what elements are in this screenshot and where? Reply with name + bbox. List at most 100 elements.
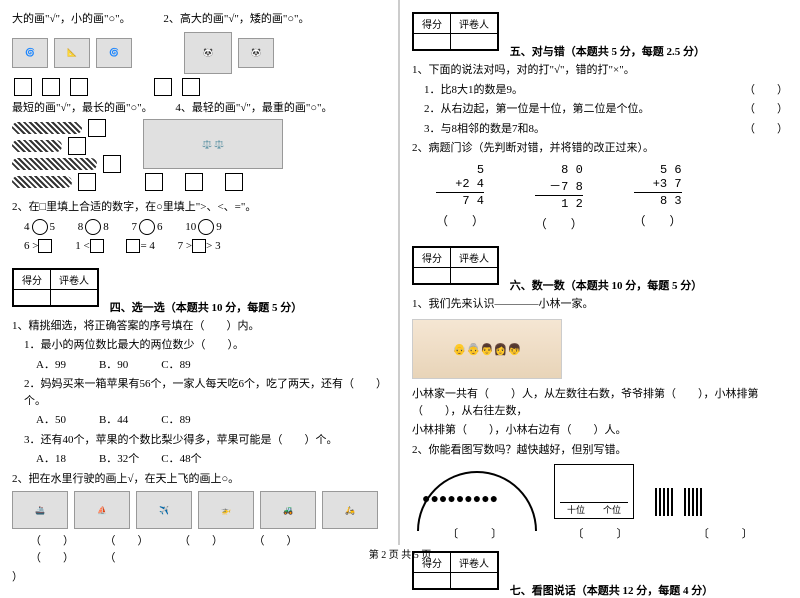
grader-label: 评卷人 xyxy=(51,269,98,289)
s6-q1-text1: 小林家一共有（ ）人，从左数往右数，爷爷排第（ ），小林排第（ ），从右往左数， xyxy=(412,386,788,419)
score-label: 得分 xyxy=(14,269,51,289)
left-column: 大的画"√"，小的画"○"。 2、高大的画"√"，矮的画"○"。 🌀 📐 🌀 🐼… xyxy=(0,0,400,545)
math-line: 5 xyxy=(436,163,484,177)
fill-box[interactable] xyxy=(126,239,140,253)
math-line: －7 8 xyxy=(535,177,583,196)
fill-blanks-label: 2、在□里填上合适的数字，在○里填上">、<、="。 xyxy=(12,199,388,216)
s4-q1-3: 3．还有40个，苹果的个数比梨少得多，苹果可能是（ ）个。 xyxy=(24,432,388,449)
answer-box[interactable] xyxy=(225,173,243,191)
answer-box[interactable] xyxy=(145,173,163,191)
compare-circle[interactable] xyxy=(139,219,155,235)
s4-q1-3-opts: A．18 B．32个 C．48个 xyxy=(36,451,388,468)
page-footer: 第 2 页 共 5 页 xyxy=(0,546,800,561)
top-small-icon: 🌀 xyxy=(96,38,132,68)
q2-text: 2、高大的画"√"，矮的画"○"。 xyxy=(163,13,309,25)
answer-box[interactable] xyxy=(88,119,106,137)
q1-instruction: 大的画"√"，小的画"○"。 2、高大的画"√"，矮的画"○"。 xyxy=(12,11,388,28)
s5-q1: 1、下面的说法对吗，对的打"√"，错的打"×"。 xyxy=(412,62,788,79)
math-line: +2 4 xyxy=(436,177,484,193)
s5-q2: 2、病题门诊（先判断对错，并将错的改正过来）。 xyxy=(412,140,788,157)
answer-box[interactable] xyxy=(14,78,32,96)
panda-short-icon: 🐼 xyxy=(238,38,274,68)
answer-boxes-1 xyxy=(12,78,388,96)
tally-marks xyxy=(654,488,703,519)
math-result: 7 4 xyxy=(436,194,484,208)
fill-box[interactable] xyxy=(192,239,206,253)
score-box-5: 得分评卷人 xyxy=(412,12,499,51)
answer-box[interactable] xyxy=(182,78,200,96)
top-large-icon: 🌀 xyxy=(12,38,48,68)
answer-box[interactable] xyxy=(68,137,86,155)
s6-q1: 1、我们先来认识————小林一家。 xyxy=(412,296,788,313)
math-result: 8 3 xyxy=(634,194,682,208)
section-5-title: 五、对与错（本题共 5 分，每题 2.5 分） xyxy=(510,46,705,58)
fan-icon: 📐 xyxy=(54,38,90,68)
num: 7 xyxy=(132,221,138,233)
num: 10 xyxy=(185,221,196,233)
helicopter-icon: 🚁 xyxy=(198,491,254,529)
score-label: 得分 xyxy=(414,247,451,267)
math-line: +3 7 xyxy=(634,177,682,193)
compare-circle[interactable] xyxy=(32,219,48,235)
s4-q2: 2、把在水里行驶的画上√，在天上飞的画上○。 xyxy=(12,471,388,488)
vehicles-row: 🚢 ⛵ ✈️ 🚁 🚜 🛵 xyxy=(12,491,388,529)
section-6-title: 六、数一数（本题共 10 分，每题 5 分） xyxy=(510,280,703,292)
q4-text: 4、最轻的画"√"，最重的画"○"。 xyxy=(175,102,332,114)
grader-label: 评卷人 xyxy=(451,14,498,34)
num: 4 xyxy=(24,221,30,233)
answer-box[interactable] xyxy=(78,173,96,191)
answer-box[interactable] xyxy=(154,78,172,96)
expr: = 4 xyxy=(140,240,154,252)
expr: 7 > xyxy=(178,240,192,252)
section-4-title: 四、选一选（本题共 10 分，每题 5 分） xyxy=(110,302,303,314)
grader-label: 评卷人 xyxy=(451,247,498,267)
tens-label: 十位 xyxy=(567,503,585,516)
family-photo-icon: 👴👵👨👩👦 xyxy=(412,319,562,379)
ropes-group xyxy=(12,119,123,191)
balance-scale-icon: ⚖️ ⚖️ xyxy=(143,119,283,169)
close-paren: ） xyxy=(12,569,388,586)
scales-group: ⚖️ ⚖️ xyxy=(143,119,283,191)
s5-q1-2: 2．从右边起，第一位是十位，第二位是个位。（ ） xyxy=(424,101,788,118)
fill-box[interactable] xyxy=(38,239,52,253)
fill-box[interactable] xyxy=(90,239,104,253)
roller-icon: 🚜 xyxy=(260,491,316,529)
score-label: 得分 xyxy=(414,14,451,34)
math-problems: 5 +2 4 7 4 （ ） 8 0 －7 8 1 2 （ ） 5 6 +3 7… xyxy=(412,163,788,232)
q3-q4-instruction: 最短的画"√"，最长的画"○"。 4、最轻的画"√"，最重的画"○"。 xyxy=(12,100,388,117)
math-line: 8 0 xyxy=(535,163,583,177)
compare-circle[interactable] xyxy=(85,219,101,235)
s4-q1-1-opts: A．99 B．90 C．89 xyxy=(36,357,388,374)
right-column: 得分评卷人 五、对与错（本题共 5 分，每题 2.5 分） 1、下面的说法对吗，… xyxy=(400,0,800,545)
counting-row: ●●●●●●●●● 十位 个位 xyxy=(412,464,788,519)
expr: 1 < xyxy=(75,240,89,252)
ropes-scales-row: ⚖️ ⚖️ xyxy=(12,119,388,191)
panda-tall-icon: 🐼 xyxy=(184,32,232,74)
s5-q1-1: 1．比8大1的数是9。（ ） xyxy=(424,82,788,99)
boat-icon: ⛵ xyxy=(74,491,130,529)
beads-icon: ●●●●●●●●● xyxy=(412,466,542,516)
compare-circle[interactable] xyxy=(198,219,214,235)
math-p3: 5 6 +3 7 8 3 （ ） xyxy=(634,163,682,229)
math-line: 5 6 xyxy=(634,163,682,177)
bike-icon: 🛵 xyxy=(322,491,378,529)
s6-q1-text2: 小林排第（ ），小林右边有（ ）人。 xyxy=(412,422,788,439)
s4-q1-1: 1．最小的两位数比最大的两位数少（ ）。 xyxy=(24,337,388,354)
ship-icon: 🚢 xyxy=(12,491,68,529)
answer-box[interactable] xyxy=(103,155,121,173)
q3-text: 最短的画"√"，最长的画"○"。 xyxy=(12,102,153,114)
row-tops-pandas: 🌀 📐 🌀 🐼 🐼 xyxy=(12,32,388,74)
math-p2: 8 0 －7 8 1 2 （ ） xyxy=(535,163,583,232)
answer-box[interactable] xyxy=(42,78,60,96)
compare-row1: 45 88 76 109 xyxy=(24,219,388,236)
plane-icon: ✈️ xyxy=(136,491,192,529)
math-p1: 5 +2 4 7 4 （ ） xyxy=(436,163,484,229)
expr: > 3 xyxy=(206,240,220,252)
ones-label: 个位 xyxy=(603,503,621,516)
compare-row2: 6 > 1 < = 4 7 >> 3 xyxy=(24,238,388,255)
num: 6 xyxy=(157,221,163,233)
num: 9 xyxy=(216,221,222,233)
answer-box[interactable] xyxy=(70,78,88,96)
num: 8 xyxy=(103,221,109,233)
answer-box[interactable] xyxy=(185,173,203,191)
